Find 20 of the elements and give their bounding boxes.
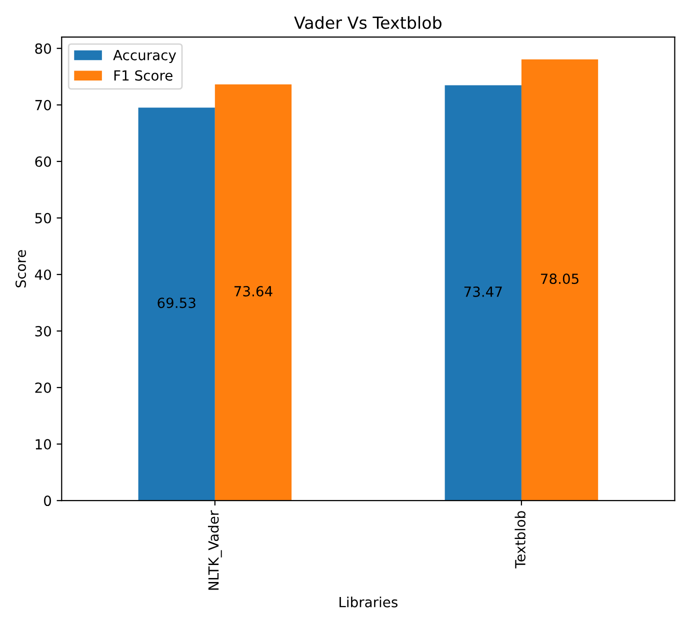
y-tick-label: 10: [36, 439, 52, 450]
x-axis-title: Libraries: [340, 596, 398, 608]
y-tick-label: 70: [35, 100, 52, 110]
x-tick-label: Textblob: [514, 511, 526, 568]
y-tick-label: 40: [34, 269, 52, 280]
y-tick-label: 80: [35, 43, 52, 54]
y-tick-label: 60: [35, 156, 52, 167]
legend-label: F1 Score: [114, 70, 172, 81]
data-label: 73.64: [234, 286, 272, 296]
chart-title: Vader Vs Textblob: [294, 16, 442, 29]
y-tick-label: 20: [35, 382, 52, 394]
data-label: 73.47: [464, 286, 502, 297]
y-tick-label: 30: [35, 326, 52, 336]
data-label: 69.53: [158, 298, 196, 308]
legend-label: Accuracy: [113, 50, 176, 64]
y-axis-title: Score: [16, 250, 26, 288]
y-tick-label: 0: [44, 496, 52, 506]
data-label: 78.05: [541, 274, 578, 284]
y-tick-label: 50: [35, 212, 52, 224]
x-tick-label: NLTK_Vader: [208, 510, 222, 590]
